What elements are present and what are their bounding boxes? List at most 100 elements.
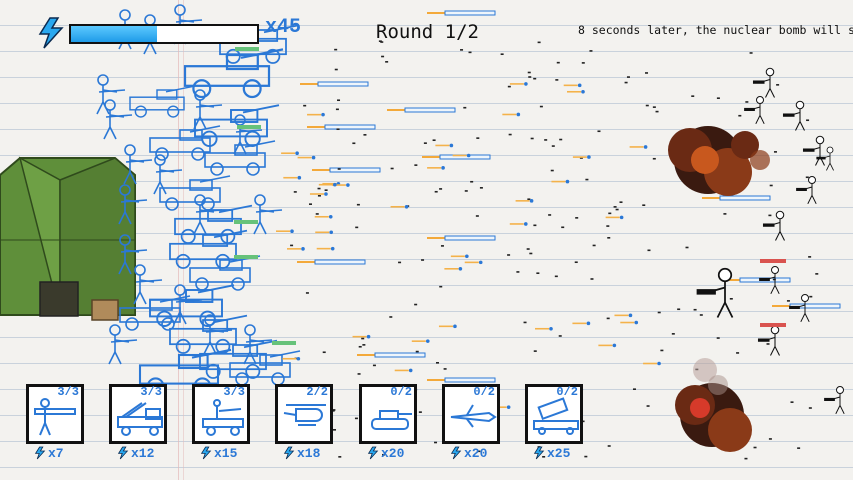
tracer-tip (321, 112, 325, 117)
bullet (539, 105, 543, 108)
bullet (507, 85, 511, 88)
enemy-health-bar (760, 259, 786, 263)
bullet (768, 438, 772, 440)
energy-bar-fill (71, 26, 157, 42)
bullet (716, 337, 720, 339)
bullet (592, 244, 596, 247)
tracer-tip (657, 361, 661, 366)
tracer-tip (328, 214, 333, 219)
player-vehicle (129, 85, 194, 118)
bullet (354, 417, 358, 420)
bullet (527, 198, 531, 201)
bullet (808, 407, 812, 409)
enemy-health-bar (760, 323, 786, 327)
tracer-tip (324, 192, 328, 196)
bullet (335, 108, 339, 111)
bullet (786, 300, 790, 302)
bullet (693, 308, 697, 311)
bullet (544, 139, 548, 141)
unit-card-jet[interactable]: 0/2 (442, 384, 500, 444)
bullet (516, 271, 520, 273)
enemy-soldier (796, 176, 817, 205)
player-soldier (173, 284, 203, 325)
bullet (336, 128, 340, 131)
gun-jeep-icon (202, 399, 244, 436)
bullet (508, 133, 512, 136)
rocket-truck-icon (117, 402, 163, 436)
unit-count: 2/2 (306, 385, 328, 399)
paper-margin-line (178, 0, 179, 480)
unit-card-helicopter[interactable]: 2/2 (275, 384, 333, 444)
explosion-upper (668, 126, 770, 196)
player-vehicle (169, 314, 248, 354)
tracer-tip (449, 143, 454, 148)
enemy-soldier (757, 325, 780, 356)
bullet (619, 201, 623, 203)
bullet (432, 139, 436, 142)
bullet (745, 101, 749, 103)
bullet (415, 350, 419, 353)
bullet (797, 447, 801, 449)
rocket-projectile (772, 303, 841, 309)
bullet (356, 203, 360, 206)
bullet (606, 317, 610, 320)
bullet (338, 456, 342, 458)
tracer-tip (453, 324, 457, 329)
bullet (317, 194, 321, 197)
bullet (337, 168, 341, 170)
bullet (352, 142, 356, 145)
bullet (559, 138, 563, 141)
bullet (646, 405, 650, 407)
tracer-tip (333, 182, 337, 187)
helicopter-icon (283, 404, 326, 426)
unit-card-tank[interactable]: 0/2 (359, 384, 417, 444)
bullet (645, 72, 649, 74)
bullet (530, 137, 534, 140)
bullet (479, 187, 483, 189)
bullet (558, 335, 562, 337)
bullet (581, 420, 585, 423)
bullet (685, 246, 689, 249)
unit-card-rocket-truck[interactable]: 3/3 (109, 384, 167, 444)
unit-card-bazooka-soldier[interactable]: 3/3 (26, 384, 84, 444)
unit-card-gun-jeep[interactable]: 3/3 (192, 384, 250, 444)
tracer-tip (586, 321, 591, 326)
unit-cost-value: x20 (381, 446, 405, 461)
unit-cost-value: x18 (297, 446, 321, 461)
bullet (581, 62, 585, 64)
tracer-tip (506, 405, 511, 409)
bullet (744, 457, 748, 460)
rocket-projectile (297, 259, 366, 265)
unit-card-missile-launcher[interactable]: 0/2 (525, 384, 583, 444)
bullet (699, 314, 703, 316)
player-vehicle (204, 140, 276, 176)
bullet (537, 41, 541, 44)
bullet (526, 248, 530, 250)
unit-cost: x12 (117, 446, 177, 461)
tracer-tip (565, 179, 570, 184)
bullet (293, 191, 297, 193)
player-soldier (243, 324, 273, 365)
bullet (590, 278, 594, 280)
enemy-army (696, 67, 845, 415)
unit-count: 3/3 (57, 385, 79, 399)
enemy-soldier (744, 96, 765, 125)
bullet (500, 53, 504, 56)
player-soldier (253, 194, 283, 235)
tracer-tip (529, 199, 534, 203)
bullet (749, 52, 753, 54)
player-vehicle (159, 175, 231, 211)
bullet (418, 411, 422, 413)
bullet (809, 295, 813, 298)
bullet (533, 77, 537, 80)
bullet (723, 213, 727, 215)
bullet (528, 76, 532, 78)
unit-cost: x18 (283, 446, 343, 461)
bullet (460, 49, 464, 51)
bullet (533, 224, 537, 227)
player-soldier (96, 74, 126, 115)
tracer-tip (643, 145, 648, 149)
bullet (677, 308, 681, 311)
unit-cost: x20 (450, 446, 510, 461)
tracer-tip (290, 229, 294, 234)
